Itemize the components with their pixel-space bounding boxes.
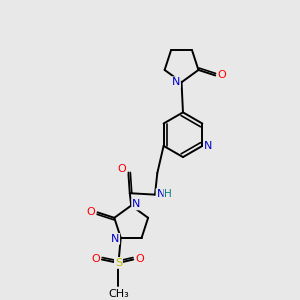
Text: O: O — [217, 70, 226, 80]
Text: H: H — [164, 189, 172, 199]
Text: O: O — [87, 207, 95, 217]
Text: O: O — [91, 254, 100, 265]
Text: O: O — [118, 164, 126, 174]
Text: CH₃: CH₃ — [108, 289, 129, 299]
Text: N: N — [172, 77, 180, 87]
Text: N: N — [111, 234, 119, 244]
Text: O: O — [135, 254, 144, 265]
Text: S: S — [115, 258, 122, 268]
Text: N: N — [157, 189, 165, 199]
Text: N: N — [132, 200, 141, 209]
Text: N: N — [204, 141, 212, 151]
